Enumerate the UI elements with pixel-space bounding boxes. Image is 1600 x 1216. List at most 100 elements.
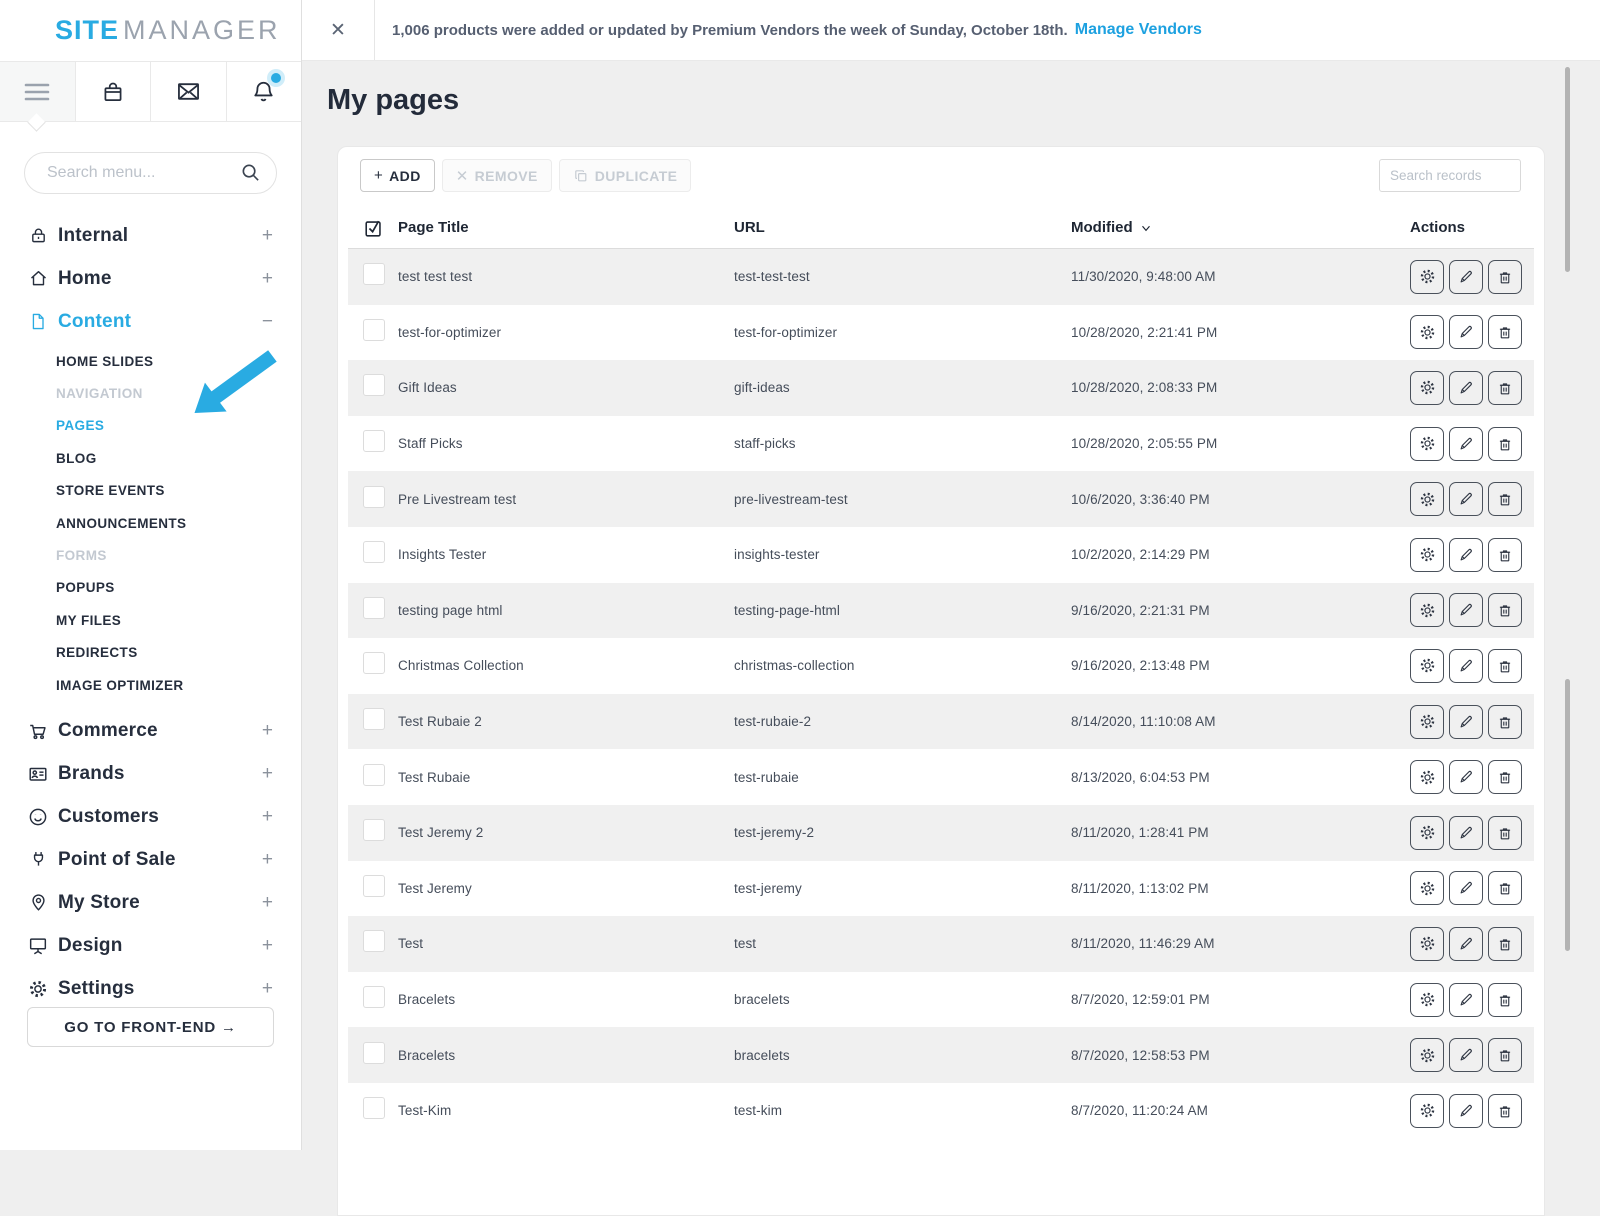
remove-button[interactable]: ✕ REMOVE bbox=[441, 159, 552, 192]
search-records-input[interactable] bbox=[1379, 159, 1521, 192]
row-edit-button[interactable] bbox=[1449, 815, 1483, 850]
expand-toggle[interactable]: + bbox=[261, 977, 273, 999]
row-delete-button[interactable] bbox=[1488, 926, 1522, 961]
content-submenu-item[interactable]: POPUPS bbox=[0, 572, 301, 604]
row-delete-button[interactable] bbox=[1488, 537, 1522, 572]
tab-menu[interactable] bbox=[0, 62, 76, 121]
row-settings-button[interactable] bbox=[1410, 315, 1444, 350]
search-menu-input[interactable] bbox=[24, 152, 277, 194]
row-checkbox[interactable] bbox=[363, 708, 385, 731]
sidebar-item-design[interactable]: Design + bbox=[0, 924, 301, 967]
content-submenu-item[interactable]: ANNOUNCEMENTS bbox=[0, 507, 301, 539]
row-delete-button[interactable] bbox=[1488, 871, 1522, 906]
row-edit-button[interactable] bbox=[1449, 426, 1483, 461]
row-edit-button[interactable] bbox=[1449, 482, 1483, 517]
row-settings-button[interactable] bbox=[1410, 482, 1444, 517]
column-header-url[interactable]: URL bbox=[734, 219, 765, 236]
tab-products[interactable] bbox=[75, 62, 151, 121]
row-delete-button[interactable] bbox=[1488, 482, 1522, 517]
content-submenu-item[interactable]: FORMS bbox=[0, 539, 301, 571]
row-settings-button[interactable] bbox=[1410, 926, 1444, 961]
row-delete-button[interactable] bbox=[1488, 1093, 1522, 1128]
tab-messages[interactable] bbox=[151, 62, 227, 121]
row-checkbox[interactable] bbox=[363, 596, 385, 619]
row-settings-button[interactable] bbox=[1410, 593, 1444, 628]
row-checkbox[interactable] bbox=[363, 430, 385, 453]
sidebar-item-point-of-sale[interactable]: Point of Sale + bbox=[0, 838, 301, 881]
go-to-frontend-button[interactable]: GO TO FRONT-END → bbox=[27, 1007, 274, 1047]
row-edit-button[interactable] bbox=[1449, 926, 1483, 961]
row-settings-button[interactable] bbox=[1410, 426, 1444, 461]
row-delete-button[interactable] bbox=[1488, 259, 1522, 294]
content-submenu-item[interactable]: STORE EVENTS bbox=[0, 475, 301, 507]
row-checkbox[interactable] bbox=[363, 263, 385, 286]
row-edit-button[interactable] bbox=[1449, 593, 1483, 628]
sidebar-item-settings[interactable]: Settings + bbox=[0, 967, 301, 1010]
content-submenu-item[interactable]: PAGES bbox=[0, 410, 301, 442]
row-checkbox[interactable] bbox=[363, 541, 385, 564]
content-submenu-item[interactable]: NAVIGATION bbox=[0, 377, 301, 409]
sidebar-item-home[interactable]: Home + bbox=[0, 257, 301, 300]
column-header-title[interactable]: Page Title bbox=[398, 219, 469, 236]
content-submenu-item[interactable]: REDIRECTS bbox=[0, 637, 301, 669]
row-checkbox[interactable] bbox=[363, 1097, 385, 1120]
sidebar-item-commerce[interactable]: Commerce + bbox=[0, 709, 301, 752]
sidebar-item-internal[interactable]: Internal + bbox=[0, 214, 301, 257]
row-checkbox[interactable] bbox=[363, 874, 385, 897]
expand-toggle[interactable]: + bbox=[261, 267, 273, 289]
scrollbar-thumb[interactable] bbox=[1565, 679, 1570, 951]
duplicate-button[interactable]: DUPLICATE bbox=[558, 159, 692, 192]
row-settings-button[interactable] bbox=[1410, 370, 1444, 405]
row-edit-button[interactable] bbox=[1449, 760, 1483, 795]
row-delete-button[interactable] bbox=[1488, 815, 1522, 850]
row-checkbox[interactable] bbox=[363, 819, 385, 842]
row-delete-button[interactable] bbox=[1488, 426, 1522, 461]
row-checkbox[interactable] bbox=[363, 986, 385, 1009]
row-settings-button[interactable] bbox=[1410, 1093, 1444, 1128]
row-checkbox[interactable] bbox=[363, 1041, 385, 1064]
sidebar-item-my-store[interactable]: My Store + bbox=[0, 881, 301, 924]
row-settings-button[interactable] bbox=[1410, 1038, 1444, 1073]
row-delete-button[interactable] bbox=[1488, 648, 1522, 683]
row-settings-button[interactable] bbox=[1410, 537, 1444, 572]
expand-toggle[interactable]: + bbox=[261, 762, 273, 784]
select-all-checkbox[interactable] bbox=[363, 216, 385, 240]
row-edit-button[interactable] bbox=[1449, 315, 1483, 350]
content-submenu-item[interactable]: BLOG bbox=[0, 442, 301, 474]
row-edit-button[interactable] bbox=[1449, 259, 1483, 294]
row-edit-button[interactable] bbox=[1449, 537, 1483, 572]
row-edit-button[interactable] bbox=[1449, 370, 1483, 405]
expand-toggle[interactable]: + bbox=[261, 891, 273, 913]
row-delete-button[interactable] bbox=[1488, 760, 1522, 795]
expand-toggle[interactable]: + bbox=[261, 719, 273, 741]
scrollbar-thumb[interactable] bbox=[1565, 67, 1570, 272]
row-delete-button[interactable] bbox=[1488, 1038, 1522, 1073]
row-settings-button[interactable] bbox=[1410, 704, 1444, 739]
row-settings-button[interactable] bbox=[1410, 871, 1444, 906]
row-settings-button[interactable] bbox=[1410, 815, 1444, 850]
row-checkbox[interactable] bbox=[363, 485, 385, 508]
row-settings-button[interactable] bbox=[1410, 982, 1444, 1017]
row-delete-button[interactable] bbox=[1488, 704, 1522, 739]
row-delete-button[interactable] bbox=[1488, 315, 1522, 350]
row-edit-button[interactable] bbox=[1449, 648, 1483, 683]
sidebar-item-customers[interactable]: Customers + bbox=[0, 795, 301, 838]
expand-toggle[interactable]: + bbox=[261, 224, 273, 246]
content-submenu-item[interactable]: IMAGE OPTIMIZER bbox=[0, 669, 301, 701]
sidebar-item-brands[interactable]: Brands + bbox=[0, 752, 301, 795]
sidebar-item-content[interactable]: Content − bbox=[0, 300, 301, 343]
row-edit-button[interactable] bbox=[1449, 1093, 1483, 1128]
row-edit-button[interactable] bbox=[1449, 982, 1483, 1017]
row-checkbox[interactable] bbox=[363, 374, 385, 397]
row-edit-button[interactable] bbox=[1449, 704, 1483, 739]
content-submenu-item[interactable]: MY FILES bbox=[0, 604, 301, 636]
row-settings-button[interactable] bbox=[1410, 648, 1444, 683]
row-delete-button[interactable] bbox=[1488, 593, 1522, 628]
row-checkbox[interactable] bbox=[363, 318, 385, 341]
add-button[interactable]: + ADD bbox=[360, 159, 435, 192]
row-delete-button[interactable] bbox=[1488, 982, 1522, 1017]
row-edit-button[interactable] bbox=[1449, 1038, 1483, 1073]
row-edit-button[interactable] bbox=[1449, 871, 1483, 906]
row-settings-button[interactable] bbox=[1410, 760, 1444, 795]
tab-notifications[interactable] bbox=[226, 62, 301, 121]
